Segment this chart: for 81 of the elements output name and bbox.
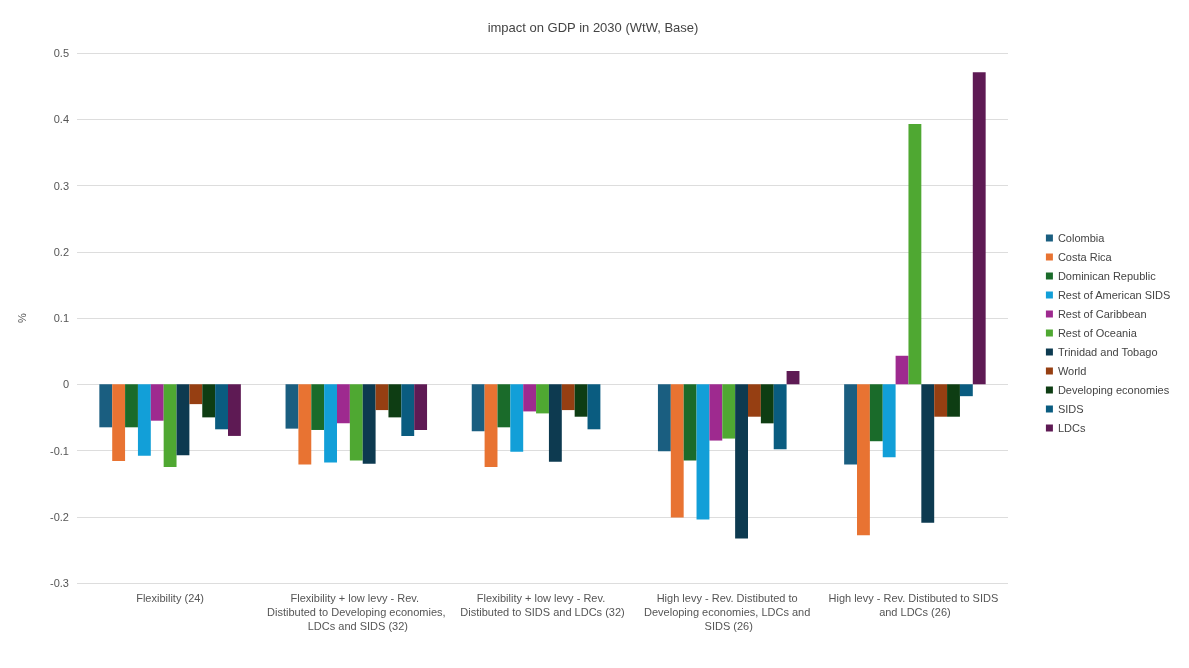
bar (337, 384, 350, 424)
bar (112, 384, 126, 462)
bar (574, 384, 588, 417)
bar (786, 371, 800, 385)
bar (510, 384, 524, 452)
bar (921, 384, 935, 523)
bar (959, 384, 973, 397)
y-tick-label: 0.5 (53, 47, 69, 59)
y-tick-label: -0.3 (50, 577, 69, 589)
bar (484, 384, 498, 468)
bar (869, 384, 883, 442)
bar (561, 384, 575, 411)
x-tick-label: Flexibility + low levy - Rev. Distibuted to Developing economies, LDCs and SIDS (32) (267, 592, 446, 632)
bar (587, 384, 601, 430)
bar (972, 72, 986, 385)
y-tick-label: 0.4 (53, 113, 69, 126)
legend-label: Rest of American SIDS (1057, 289, 1171, 301)
bar (311, 384, 325, 430)
bar (414, 384, 428, 430)
bar (536, 384, 549, 414)
bar (670, 384, 684, 518)
bar (735, 384, 748, 539)
bar (285, 384, 299, 429)
bar (657, 384, 671, 452)
bar (176, 384, 190, 456)
bar (696, 384, 710, 520)
y-tick-label: 0.1 (53, 312, 69, 324)
x-tick-label: Flexibility (24) (136, 592, 205, 604)
bar (163, 384, 177, 468)
bar (882, 384, 896, 458)
y-tick-label: 0.2 (53, 245, 69, 258)
bar (748, 384, 761, 417)
bar (947, 384, 960, 417)
x-tick-label: High levy - Rev. Distibuted to SIDS and LDCs (26) (828, 592, 1002, 618)
bar (683, 384, 697, 461)
y-axis-title: % (15, 312, 28, 323)
legend-label: World (1057, 365, 1087, 377)
bar (227, 384, 241, 436)
bar (497, 384, 511, 428)
bar (934, 384, 948, 417)
bar (773, 384, 787, 450)
bar (722, 384, 736, 439)
legend-label: Trinidad and Tobago (1057, 346, 1158, 358)
bar (137, 384, 151, 456)
bar (202, 384, 216, 418)
bar (215, 384, 228, 430)
legend-label: SIDS (1057, 403, 1084, 415)
bar (99, 384, 113, 428)
legend-label: Rest of Oceania (1057, 327, 1138, 339)
y-tick-label: -0.2 (50, 510, 69, 523)
bar (298, 384, 312, 465)
bar (844, 384, 858, 465)
bar (471, 384, 485, 432)
bar (857, 384, 870, 536)
bar (150, 384, 164, 421)
y-tick-label: 0.3 (53, 179, 69, 192)
bar (401, 384, 415, 436)
bar (523, 384, 537, 412)
bar (375, 384, 389, 411)
bar (125, 384, 138, 428)
bar (388, 384, 402, 418)
bar (895, 355, 909, 385)
legend-label: Rest of Caribbean (1057, 308, 1147, 320)
bar (760, 384, 774, 424)
bar (324, 384, 337, 463)
x-tick-label: Flexibility + low levy - Rev. Distibuted to SIDS and LDCs (32) (460, 592, 625, 618)
bar (349, 384, 363, 461)
bar (709, 384, 723, 441)
bar (548, 384, 562, 462)
bar (189, 384, 203, 405)
chart-title: impact on GDP in 2030 (WtW, Base) (487, 20, 699, 35)
y-tick-label: 0 (62, 378, 69, 391)
bar (908, 123, 922, 385)
legend-label: Developing economies (1057, 384, 1170, 396)
legend-label: Colombia (1057, 232, 1106, 244)
legend-label: LDCs (1057, 422, 1086, 434)
y-tick-label: -0.1 (50, 444, 69, 457)
x-tick-label: High levy - Rev. Distibuted to Developing economies, LDCs and SIDS (26) (644, 592, 814, 632)
bar (362, 384, 376, 464)
legend-label: Costa Rica (1057, 251, 1113, 263)
legend-label: Dominican Republic (1057, 270, 1157, 282)
